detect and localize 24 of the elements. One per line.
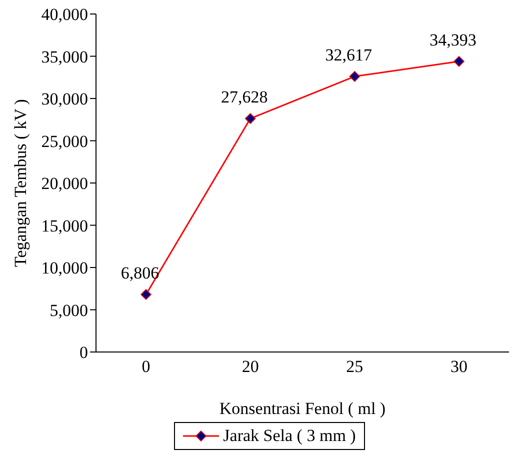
x-tick-label: 0 <box>142 357 150 376</box>
legend-label: Jarak Sela ( 3 mm ) <box>223 426 356 446</box>
point <box>349 70 360 82</box>
point <box>454 56 464 67</box>
y-tick-label: 0 <box>80 343 88 362</box>
data-label: 27,628 <box>220 88 268 107</box>
x-tick-label: 20 <box>242 357 259 376</box>
y-tick-label: 5,000 <box>50 300 88 320</box>
y-tick-label: 20,000 <box>41 174 88 194</box>
x-tick-label: 25 <box>346 357 364 376</box>
point <box>244 113 256 124</box>
x-tick-label: 30 <box>450 357 468 376</box>
y-tick-label: 40,000 <box>41 5 88 24</box>
x-axis-title: Konsentrasi Fenol ( ml ) <box>219 399 386 418</box>
data-label: 32,617 <box>325 45 373 64</box>
point <box>140 289 152 300</box>
y-tick-label: 35,000 <box>41 47 88 66</box>
y-axis-title: Tegangan Tembus ( kV ) <box>11 99 30 267</box>
y-tick-label: 25,000 <box>41 132 88 151</box>
y-tick-label: 10,000 <box>41 258 88 278</box>
y-tick-label: 15,000 <box>41 216 88 236</box>
data-label: 34,393 <box>430 30 476 50</box>
data-label: 6,806 <box>120 263 160 282</box>
y-tick-label: 30,000 <box>41 90 88 109</box>
